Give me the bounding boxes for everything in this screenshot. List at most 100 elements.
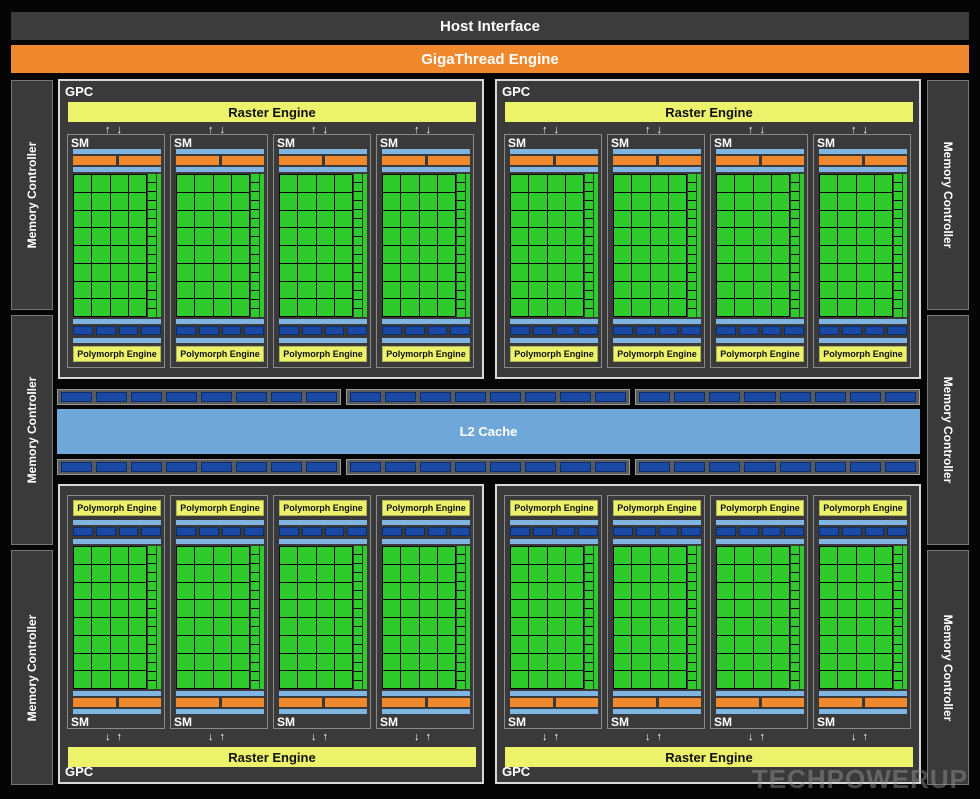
- warp-scheduler: [819, 156, 862, 165]
- cuda-core-grid: [73, 546, 147, 689]
- cuda-core: [511, 263, 529, 281]
- cuda-core: [92, 246, 110, 263]
- ld-st-units: [894, 546, 902, 689]
- cuda-core: [650, 210, 668, 228]
- ld-st-unit: [251, 564, 259, 572]
- register-bar: [73, 149, 161, 154]
- cuda-core: [614, 547, 632, 564]
- cuda-core: [92, 210, 110, 228]
- cuda-core: [820, 618, 838, 635]
- up-arrow-icon: ↑: [219, 731, 226, 743]
- cuda-core: [856, 263, 874, 281]
- cuda-core: [177, 564, 195, 582]
- data-flow-arrows: ↑ ↓: [542, 124, 559, 136]
- cuda-core: [334, 618, 352, 635]
- cuda-core: [511, 281, 529, 299]
- cuda-core: [316, 618, 334, 635]
- ld-st-unit: [457, 228, 465, 236]
- cuda-core: [511, 671, 529, 688]
- cuda-core-array: [510, 546, 598, 689]
- cache-port-block: [674, 392, 706, 402]
- cuda-core: [771, 671, 789, 688]
- cuda-core-grid: [613, 174, 687, 317]
- sm-block: SM Polymorph Engine: [67, 495, 165, 729]
- cuda-core: [547, 618, 565, 635]
- register-bar: [716, 539, 804, 544]
- texture-unit: [382, 326, 402, 335]
- down-arrow-icon: ↓: [322, 124, 329, 136]
- ld-st-unit: [251, 255, 259, 263]
- cuda-core: [838, 653, 856, 671]
- ld-st-unit: [688, 228, 696, 236]
- cuda-core: [874, 582, 892, 600]
- ld-st-unit: [251, 654, 259, 662]
- register-bar: [819, 539, 907, 544]
- cuda-core: [231, 618, 249, 635]
- ld-st-unit: [791, 291, 799, 299]
- texture-unit: [510, 527, 530, 536]
- cuda-core: [316, 600, 334, 617]
- cuda-core-array: [73, 546, 161, 689]
- warp-scheduler-units: [73, 156, 161, 165]
- ld-st-unit: [251, 591, 259, 599]
- texture-unit: [635, 326, 656, 335]
- ld-st-unit: [688, 219, 696, 227]
- cuda-core: [280, 210, 298, 228]
- ld-st-unit: [585, 663, 593, 671]
- register-bar: [819, 149, 907, 154]
- ld-st-unit: [457, 237, 465, 245]
- cuda-core: [401, 228, 419, 245]
- data-flow-arrows: ↓ ↑: [414, 731, 431, 743]
- cache-port-block: [306, 462, 337, 472]
- cuda-core: [316, 175, 334, 192]
- warp-scheduler: [73, 156, 116, 165]
- cuda-core-array: [510, 174, 598, 317]
- warp-scheduler: [510, 156, 553, 165]
- texture-unit: [324, 527, 345, 536]
- cuda-core: [838, 263, 856, 281]
- ld-st-unit: [791, 282, 799, 290]
- cuda-core: [74, 192, 92, 210]
- cuda-core: [334, 635, 352, 653]
- cuda-core: [632, 547, 650, 564]
- cuda-core: [753, 228, 771, 245]
- cuda-core: [128, 175, 146, 192]
- cuda-core: [650, 635, 668, 653]
- cuda-core: [820, 246, 838, 263]
- cuda-core: [334, 246, 352, 263]
- up-arrow-icon: ↑: [759, 731, 766, 743]
- ld-st-unit: [894, 582, 902, 590]
- cuda-core: [547, 175, 565, 192]
- cuda-core: [128, 600, 146, 617]
- sfu-bar: [800, 546, 804, 689]
- ld-st-unit: [148, 282, 156, 290]
- register-bar: [279, 691, 367, 696]
- cuda-core: [632, 175, 650, 192]
- texture-unit: [841, 326, 862, 335]
- ld-st-unit: [457, 282, 465, 290]
- cuda-core: [874, 246, 892, 263]
- cuda-core: [419, 281, 437, 299]
- ld-st-unit: [688, 309, 696, 317]
- raster-engine: Raster Engine: [68, 102, 476, 122]
- cuda-core: [316, 299, 334, 316]
- ld-st-unit: [688, 237, 696, 245]
- cuda-core: [717, 246, 735, 263]
- sm-block: SM Polymorph Engine: [67, 134, 165, 368]
- raster-engine: Raster Engine: [505, 102, 913, 122]
- cuda-core: [74, 175, 92, 192]
- texture-unit: [532, 326, 553, 335]
- cuda-core: [419, 618, 437, 635]
- cuda-core: [334, 228, 352, 245]
- ld-st-unit: [251, 546, 259, 554]
- polymorph-engine: Polymorph Engine: [613, 346, 701, 362]
- cuda-core: [735, 564, 753, 582]
- cuda-core: [650, 281, 668, 299]
- cuda-core: [401, 635, 419, 653]
- cuda-core: [437, 263, 455, 281]
- cuda-core: [298, 635, 316, 653]
- data-flow-arrows: ↑ ↓: [414, 124, 431, 136]
- down-arrow-icon: ↓: [542, 731, 548, 743]
- cuda-core: [753, 582, 771, 600]
